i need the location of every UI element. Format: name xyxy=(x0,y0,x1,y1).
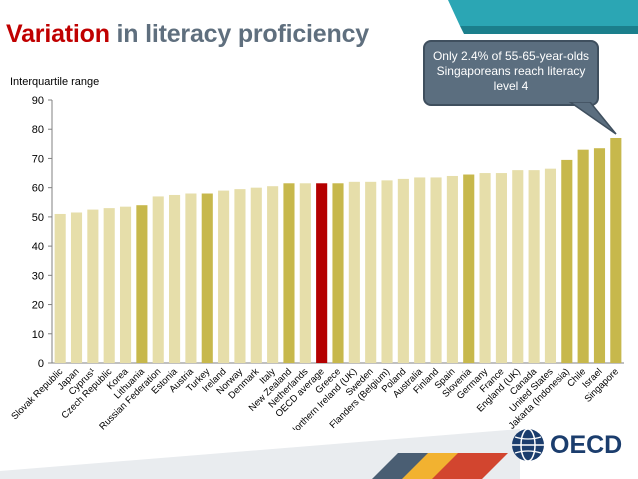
bar xyxy=(381,180,393,363)
bar xyxy=(87,209,99,363)
bar xyxy=(430,177,442,363)
bar xyxy=(593,148,606,363)
bar xyxy=(169,194,181,363)
bar xyxy=(365,181,377,363)
bar xyxy=(544,168,557,363)
bar xyxy=(446,175,458,363)
x-tick-label: Slovak Republic xyxy=(9,366,65,422)
bar xyxy=(348,181,360,363)
y-tick-label: 70 xyxy=(32,153,44,165)
bar xyxy=(495,173,507,363)
bar xyxy=(332,183,344,363)
y-tick-label: 80 xyxy=(32,124,44,136)
title-rest: in literacy proficiency xyxy=(116,20,370,48)
bar xyxy=(561,159,573,363)
title-highlight: Variation xyxy=(6,20,110,48)
bar xyxy=(54,213,66,363)
y-tick-label: 10 xyxy=(32,329,44,341)
footer-decorative-band xyxy=(0,429,520,479)
bar xyxy=(316,183,328,363)
bar xyxy=(185,193,197,363)
bar xyxy=(70,212,83,363)
bar xyxy=(610,137,622,363)
bar xyxy=(250,187,262,363)
bar xyxy=(201,193,213,363)
bar xyxy=(119,206,132,363)
bar xyxy=(577,149,589,363)
bar xyxy=(528,170,540,363)
bar xyxy=(234,189,246,363)
globe-icon xyxy=(512,428,544,462)
bar xyxy=(512,170,524,363)
bar xyxy=(463,174,475,363)
bar xyxy=(397,178,409,363)
bar xyxy=(283,183,295,363)
y-tick-label: 0 xyxy=(38,358,44,370)
bar xyxy=(414,177,426,363)
bar xyxy=(136,205,148,363)
callout-text: Only 2.4% of 55-65-year-olds Singaporean… xyxy=(432,49,590,93)
top-decorative-band xyxy=(448,0,638,34)
y-tick-label: 60 xyxy=(32,183,44,195)
callout-box: Only 2.4% of 55-65-year-olds Singaporean… xyxy=(423,40,599,106)
y-tick-label: 30 xyxy=(32,270,44,282)
bar xyxy=(218,190,230,363)
logo-text: OECD xyxy=(550,431,623,459)
bar xyxy=(267,186,279,363)
oecd-logo: OECD xyxy=(510,427,630,463)
bar xyxy=(479,173,491,363)
y-tick-label: 50 xyxy=(32,212,44,224)
y-tick-label: 20 xyxy=(32,300,44,312)
y-tick-label: 90 xyxy=(32,95,44,107)
bar xyxy=(299,183,311,363)
slide-title: Variation in literacy proficiency xyxy=(6,20,369,49)
bar xyxy=(152,196,164,363)
y-tick-label: 40 xyxy=(32,241,44,253)
bar xyxy=(103,208,115,363)
bar-chart: Interquartile range 0 10 20 30 40 50 60 70 80 90 Sl… xyxy=(9,76,624,430)
y-axis-label: Interquartile range xyxy=(10,76,99,88)
callout-pointer xyxy=(568,102,617,135)
